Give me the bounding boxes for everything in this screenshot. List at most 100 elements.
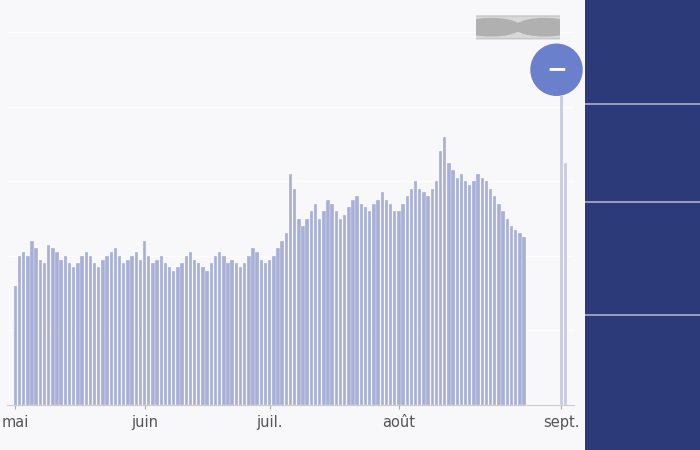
Bar bbox=[226, 263, 230, 405]
Bar bbox=[301, 226, 304, 405]
Circle shape bbox=[462, 18, 521, 36]
Bar bbox=[339, 219, 342, 405]
Bar bbox=[276, 248, 280, 405]
Bar bbox=[181, 263, 184, 405]
Bar bbox=[143, 241, 146, 405]
Bar bbox=[264, 263, 267, 405]
Bar bbox=[447, 162, 451, 405]
Bar bbox=[189, 252, 192, 405]
Bar bbox=[305, 219, 309, 405]
Bar bbox=[410, 189, 413, 405]
Bar bbox=[477, 174, 480, 405]
Bar bbox=[393, 211, 396, 405]
Bar bbox=[497, 204, 500, 405]
Bar bbox=[430, 189, 434, 405]
Bar bbox=[389, 204, 392, 405]
Bar bbox=[155, 260, 159, 405]
Bar bbox=[64, 256, 67, 405]
Bar bbox=[518, 234, 522, 405]
Bar bbox=[205, 271, 209, 405]
Bar bbox=[285, 234, 288, 405]
Bar bbox=[343, 215, 346, 405]
Bar bbox=[102, 260, 104, 405]
Bar bbox=[234, 263, 238, 405]
Bar bbox=[456, 178, 459, 405]
Bar bbox=[522, 237, 526, 405]
Bar bbox=[560, 62, 564, 405]
Bar bbox=[439, 152, 442, 405]
Bar bbox=[481, 178, 484, 405]
Bar bbox=[372, 204, 376, 405]
Bar bbox=[230, 260, 234, 405]
Bar bbox=[505, 219, 509, 405]
Bar bbox=[381, 193, 384, 405]
Bar bbox=[197, 263, 200, 405]
Bar bbox=[209, 263, 213, 405]
Bar bbox=[172, 271, 176, 405]
Bar bbox=[418, 189, 421, 405]
Bar bbox=[168, 267, 172, 405]
Bar bbox=[185, 256, 188, 405]
Text: −: − bbox=[546, 57, 567, 81]
Bar bbox=[493, 196, 496, 405]
Bar bbox=[347, 207, 351, 405]
Circle shape bbox=[531, 44, 582, 95]
Bar bbox=[151, 263, 155, 405]
Bar bbox=[47, 245, 50, 405]
Bar bbox=[247, 256, 251, 405]
Bar bbox=[468, 185, 472, 405]
Bar bbox=[297, 219, 300, 405]
Bar bbox=[55, 252, 59, 405]
Bar bbox=[34, 248, 38, 405]
Bar bbox=[260, 260, 263, 405]
Bar bbox=[85, 252, 88, 405]
Bar bbox=[464, 181, 468, 405]
Bar bbox=[368, 211, 372, 405]
Bar bbox=[377, 200, 380, 405]
Bar bbox=[43, 263, 46, 405]
Bar bbox=[201, 267, 204, 405]
Bar bbox=[160, 256, 163, 405]
Bar bbox=[60, 260, 63, 405]
Bar bbox=[22, 252, 25, 405]
Bar bbox=[13, 286, 17, 405]
Bar bbox=[460, 174, 463, 405]
Bar bbox=[109, 252, 113, 405]
Bar bbox=[385, 200, 388, 405]
Bar bbox=[281, 241, 284, 405]
Bar bbox=[218, 252, 221, 405]
Bar bbox=[126, 260, 130, 405]
Bar bbox=[501, 211, 505, 405]
Bar bbox=[514, 230, 517, 405]
Bar bbox=[239, 267, 242, 405]
Bar bbox=[289, 174, 292, 405]
Bar bbox=[68, 263, 71, 405]
Bar bbox=[89, 256, 92, 405]
Bar bbox=[130, 256, 134, 405]
Bar bbox=[72, 267, 76, 405]
Bar bbox=[360, 204, 363, 405]
Bar bbox=[80, 256, 84, 405]
Bar bbox=[256, 252, 259, 405]
Bar bbox=[243, 263, 246, 405]
Bar bbox=[97, 267, 100, 405]
Bar bbox=[422, 193, 426, 405]
Bar bbox=[426, 196, 430, 405]
Bar bbox=[452, 170, 455, 405]
Bar bbox=[330, 204, 334, 405]
Bar bbox=[564, 162, 568, 405]
Bar bbox=[214, 256, 217, 405]
Bar bbox=[139, 260, 142, 405]
Bar bbox=[18, 256, 21, 405]
Bar bbox=[473, 181, 476, 405]
Bar bbox=[193, 260, 196, 405]
Bar bbox=[93, 263, 97, 405]
Bar bbox=[318, 219, 321, 405]
Bar bbox=[222, 256, 225, 405]
Bar bbox=[26, 256, 29, 405]
Bar bbox=[251, 248, 255, 405]
Bar bbox=[122, 263, 125, 405]
Bar bbox=[405, 196, 409, 405]
Bar bbox=[489, 189, 492, 405]
Bar bbox=[105, 256, 108, 405]
